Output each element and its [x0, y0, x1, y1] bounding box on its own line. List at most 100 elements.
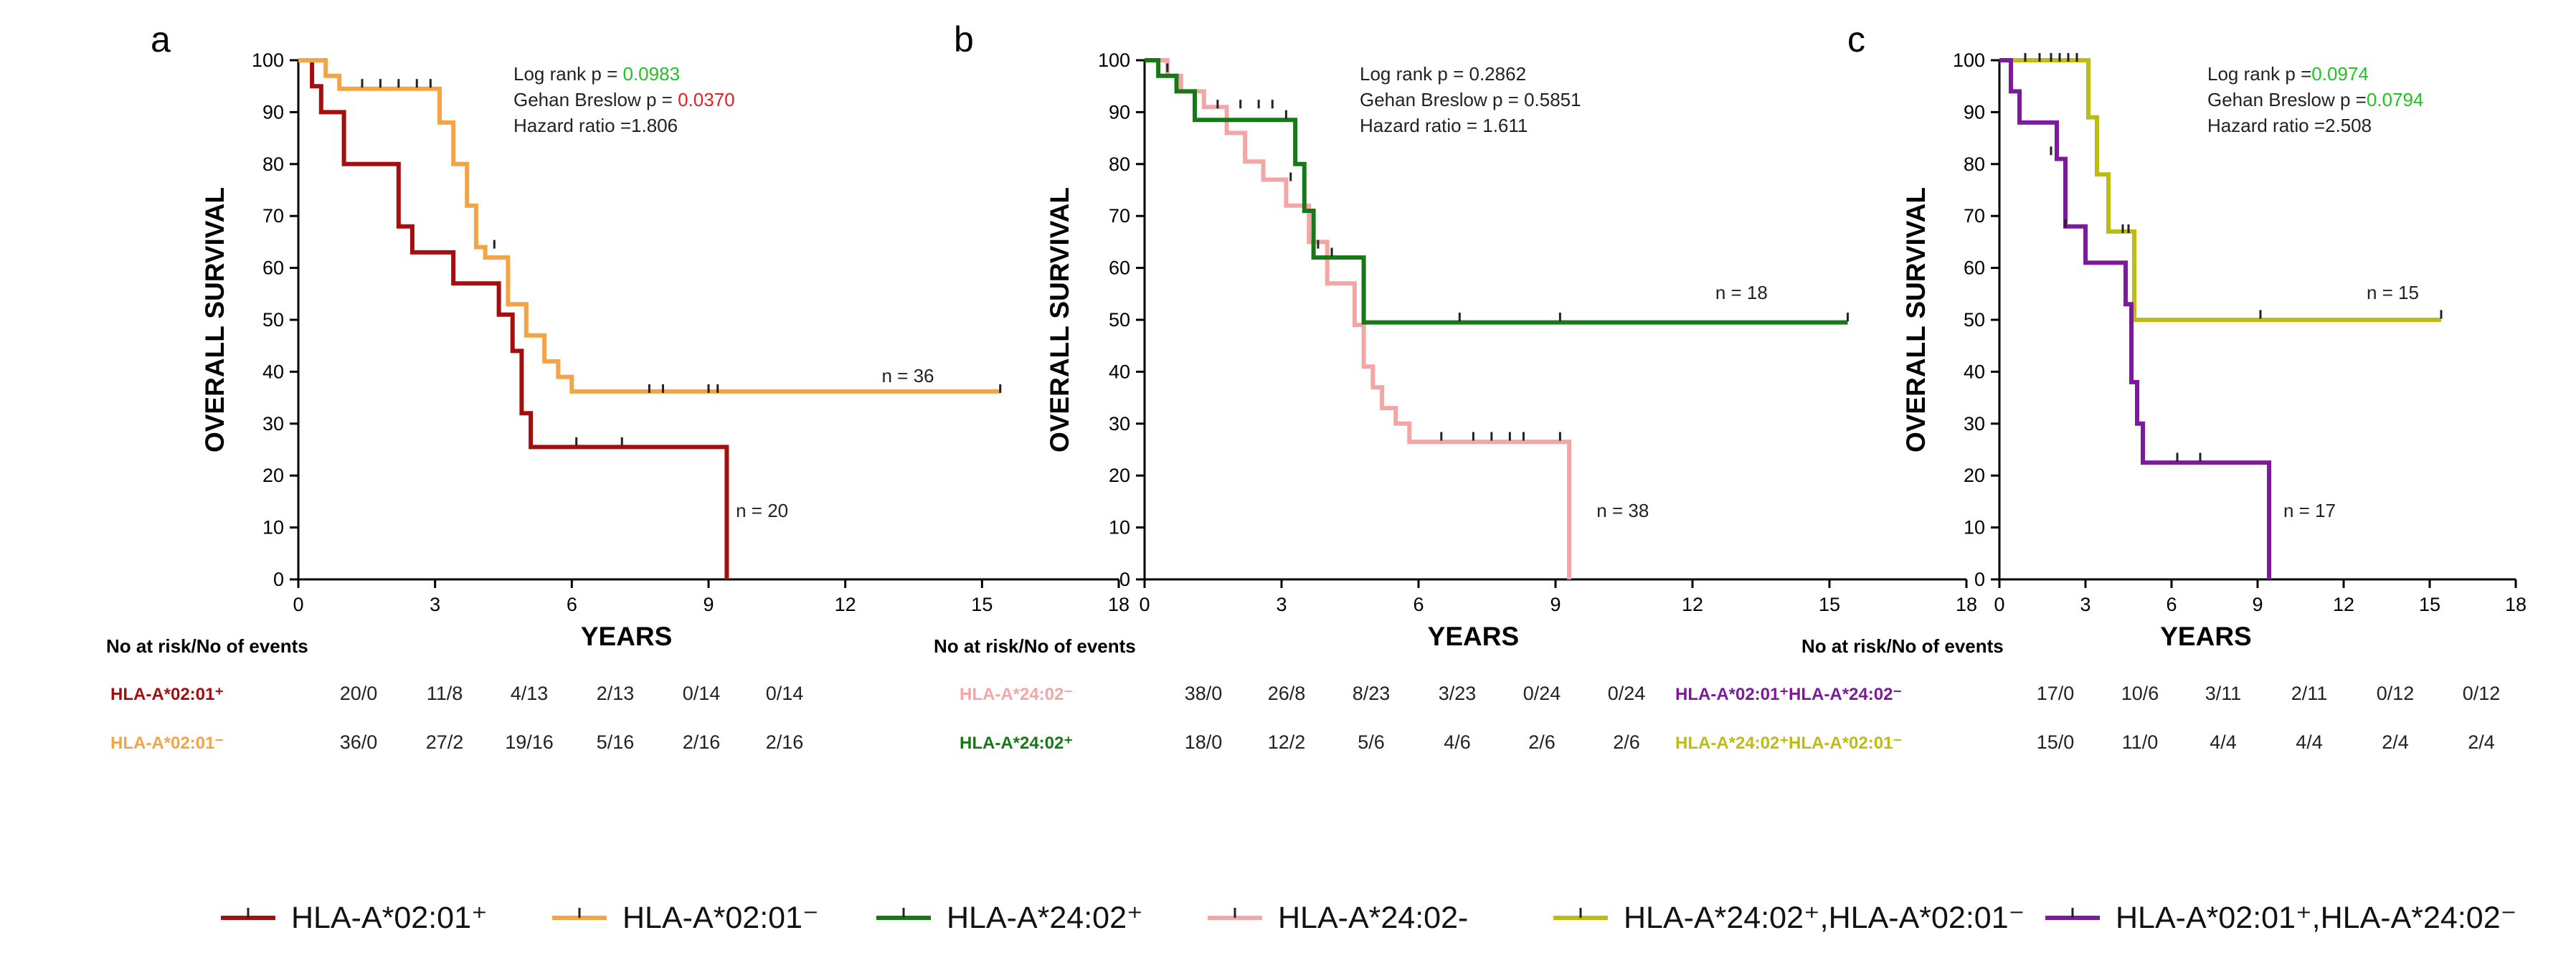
risk-value: 15/0: [2037, 731, 2075, 753]
risk-value: 11/8: [427, 683, 463, 704]
risk-value: 0/12: [2463, 683, 2501, 704]
y-tick-label: 90: [1964, 101, 1985, 123]
gehan-breslow-label: Gehan Breslow p =: [513, 89, 678, 110]
hazard-ratio-label: Hazard ratio =: [1360, 115, 1482, 136]
risk-value: 12/2: [1268, 731, 1306, 753]
n-label: n = 38: [1596, 500, 1649, 521]
y-tick-label: 40: [262, 361, 284, 382]
gehan-breslow-label: Gehan Breslow p =: [2207, 89, 2367, 110]
log-rank-value: 0.0983: [623, 63, 681, 85]
risk-value: 2/6: [1613, 731, 1640, 753]
panel-letter-c: c: [1847, 19, 1865, 60]
risk-row-label: HLA-A*24:02⁺: [960, 734, 1073, 753]
y-tick-label: 100: [1953, 49, 1985, 71]
risk-value: 0/14: [683, 683, 721, 704]
y-tick-label: 0: [1119, 569, 1130, 590]
log-rank-label: Log rank p =: [513, 63, 623, 85]
y-tick-label: 100: [1098, 49, 1130, 71]
x-axis-label: YEARS: [2160, 622, 2251, 651]
risk-row-label: HLA-A*24:02⁻: [960, 685, 1073, 704]
risk-value: 0/24: [1523, 683, 1561, 704]
gehan-breslow-label: Gehan Breslow p =: [1360, 89, 1524, 110]
x-tick-label: 18: [1956, 594, 1977, 615]
x-tick-label: 9: [2252, 594, 2263, 615]
x-tick-label: 18: [2505, 594, 2527, 615]
y-tick-label: 70: [262, 205, 284, 227]
y-tick-label: 70: [1964, 205, 1985, 227]
y-tick-label: 20: [1109, 465, 1130, 486]
risk-table-title: No at risk/No of events: [934, 635, 1136, 657]
y-tick-label: 0: [273, 569, 284, 590]
risk-value: 0/12: [2377, 683, 2415, 704]
risk-value: 2/11: [2291, 683, 2328, 704]
risk-value: 2/4: [2382, 731, 2409, 753]
x-tick-label: 6: [567, 594, 577, 615]
y-tick-label: 10: [1109, 517, 1130, 539]
risk-value: 17/0: [2037, 683, 2075, 704]
risk-value: 2/16: [766, 731, 804, 753]
n-label: n = 15: [2367, 282, 2419, 303]
risk-value: 2/13: [597, 683, 635, 704]
y-tick-label: 70: [1109, 205, 1130, 227]
risk-row-label: HLA-A*02:01⁺HLA-A*24:02⁻: [1675, 685, 1902, 704]
y-tick-label: 40: [1964, 361, 1985, 382]
x-tick-label: 0: [1994, 594, 2004, 615]
x-tick-label: 12: [835, 594, 856, 615]
x-tick-label: 3: [2080, 594, 2090, 615]
n-label: n = 18: [1715, 282, 1768, 303]
y-tick-label: 60: [262, 257, 284, 279]
risk-row-label: HLA-A*24:02⁺HLA-A*02:01⁻: [1675, 734, 1902, 753]
y-tick-label: 90: [262, 101, 284, 123]
x-tick-label: 15: [971, 594, 993, 615]
gehan-breslow-stat: Gehan Breslow p = 0.0370: [513, 89, 735, 110]
y-tick-label: 50: [1109, 309, 1130, 331]
hazard-ratio-stat: Hazard ratio =1.806: [513, 115, 678, 136]
legend-label: HLA-A*02:01⁺,HLA-A*24:02⁻: [2116, 901, 2516, 935]
legend-label: HLA-A*02:01⁻: [622, 901, 819, 935]
y-tick-label: 40: [1109, 361, 1130, 382]
x-tick-label: 0: [293, 594, 303, 615]
x-axis-label: YEARS: [1428, 622, 1519, 651]
risk-value: 10/6: [2121, 683, 2159, 704]
survival-curve-a-1: [298, 58, 729, 579]
risk-value: 5/16: [597, 731, 635, 753]
risk-value: 20/0: [340, 683, 378, 704]
risk-value: 2/4: [2468, 731, 2495, 753]
x-tick-label: 3: [430, 594, 440, 615]
legend-label: HLA-A*24:02⁺,HLA-A*02:01⁻: [1624, 901, 2025, 935]
survival-curve-c-1: [1999, 58, 2441, 322]
risk-value: 4/13: [511, 683, 549, 704]
x-tick-label: 6: [1413, 594, 1424, 615]
x-tick-label: 3: [1276, 594, 1287, 615]
x-tick-label: 15: [2419, 594, 2440, 615]
y-tick-label: 80: [262, 153, 284, 175]
risk-table-title: No at risk/No of events: [1801, 635, 2004, 657]
y-tick-label: 90: [1109, 101, 1130, 123]
hazard-ratio-stat: Hazard ratio =2.508: [2207, 115, 2372, 136]
x-tick-label: 12: [2333, 594, 2354, 615]
hazard-ratio-value: 1.806: [631, 115, 678, 136]
risk-value: 2/16: [683, 731, 721, 753]
y-tick-label: 20: [262, 465, 284, 486]
survival-curve-a-2: [298, 58, 1000, 394]
x-axis-label: YEARS: [581, 622, 672, 651]
log-rank-value: 0.0974: [2311, 63, 2369, 85]
panel-letter-a: a: [151, 19, 171, 60]
km-panel-c: c 0 10 20 30 40 50 60 70 80 90 100 0 3 6 9 12 15 18 OVERALL…: [1675, 19, 2527, 753]
n-label: n = 20: [736, 500, 788, 521]
risk-value: 2/6: [1528, 731, 1555, 753]
risk-value: 11/0: [2122, 731, 2159, 753]
risk-value: 4/6: [1444, 731, 1471, 753]
log-rank-label: Log rank p =: [1360, 63, 1469, 85]
x-tick-label: 9: [703, 594, 714, 615]
y-axis-label: OVERALL SURVIVAL: [1045, 187, 1074, 452]
gehan-breslow-stat: Gehan Breslow p =0.0794: [2207, 89, 2423, 110]
y-tick-label: 10: [1964, 517, 1985, 539]
y-axis-label: OVERALL SURVIVAL: [1901, 187, 1931, 452]
survival-curve-c-2: [1999, 58, 2271, 579]
risk-value: 5/6: [1358, 731, 1385, 753]
y-tick-label: 80: [1964, 153, 1985, 175]
risk-value: 26/8: [1268, 683, 1306, 704]
hazard-ratio-label: Hazard ratio =: [2207, 115, 2325, 136]
